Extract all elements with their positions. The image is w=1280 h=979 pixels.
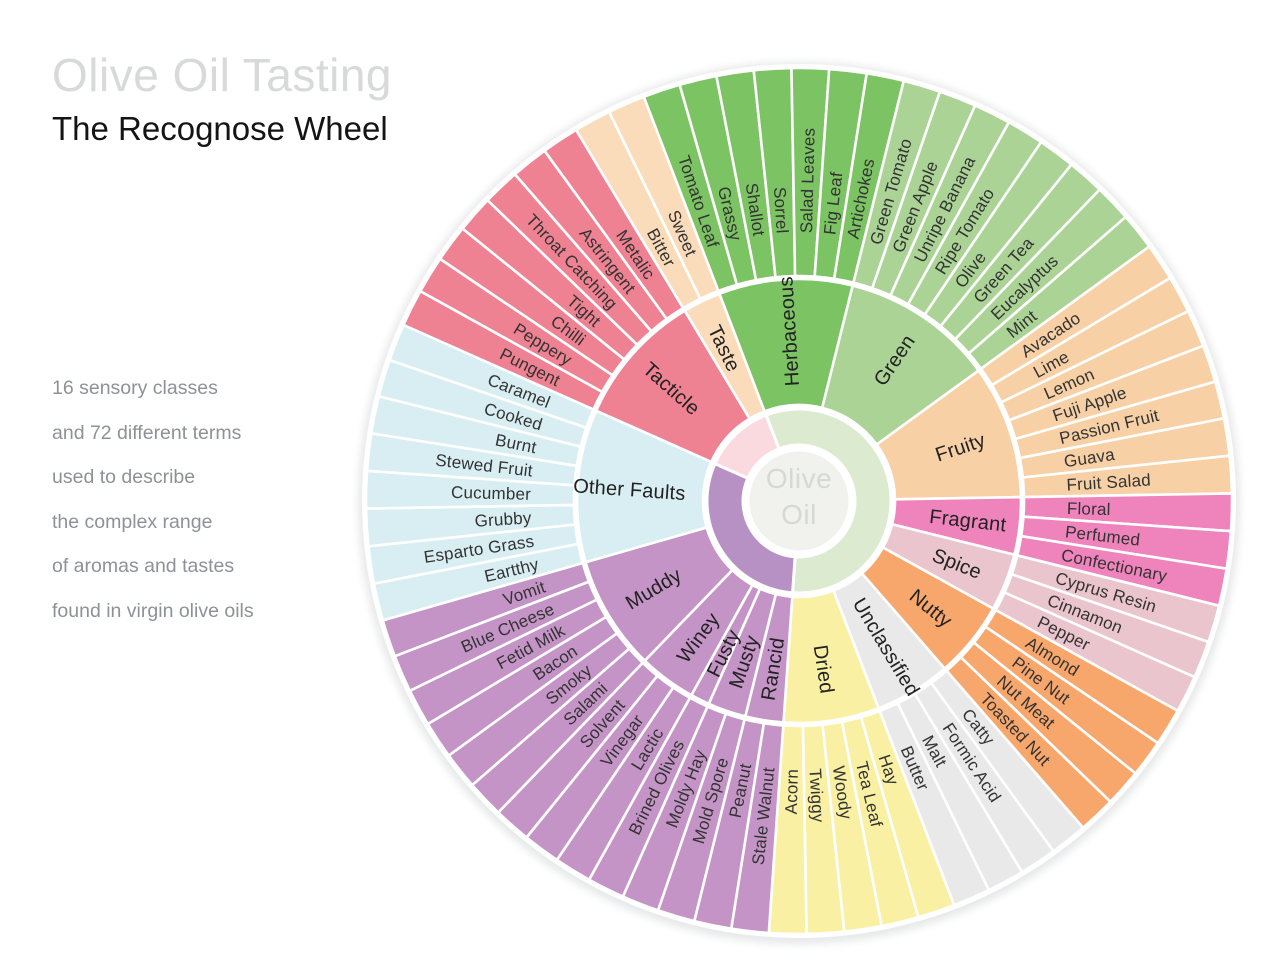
term-label-grubby: Grubby [474,508,532,530]
description-line: of aromas and tastes [52,555,235,578]
mouthfeel-arc [712,413,781,481]
term-ring [364,66,1234,936]
description-line: 16 sensory classes [52,377,218,399]
term-label-floral: Floral [1067,499,1111,519]
inner-category-ring [705,407,893,595]
defects-arc [705,461,797,595]
term-label-acorn: Acorn [782,769,802,815]
class-ring [575,277,1023,725]
class-wedge-fruity [874,368,1023,501]
class-wedge-green [820,284,981,447]
term-wedge-metalic [542,128,685,321]
class-wedge-herbaceous [717,277,855,414]
description-line: and 72 different terms [52,421,242,444]
positive-attributes-arc [764,407,893,595]
term-label-cucumber: Cucumber [451,483,532,504]
wheel-center [744,446,854,556]
center-label-line1: Olive [766,463,832,494]
term-label-salad-leaves: Salad Leaves [797,127,819,233]
page-subtitle: The Recognose Wheel [52,110,388,147]
term-label-twiggy: Twiggy [805,768,827,823]
page-title: Olive Oil Tasting [52,49,393,101]
class-wedge-muddy [583,525,735,663]
page-header: Olive Oil Tasting The Recognose Wheel [52,48,392,148]
description-line: found in virgin olive oils [52,599,254,622]
description-line: the complex range [52,510,213,533]
class-wedge-other-faults [575,408,714,564]
center-label-line2: Oil [781,499,817,530]
description: 16 sensory classes and 72 different term… [52,366,254,634]
term-label-sorrel: Sorrel [770,186,792,234]
class-wedge-tacticle [594,308,752,464]
description-line: used to describe [52,466,196,489]
